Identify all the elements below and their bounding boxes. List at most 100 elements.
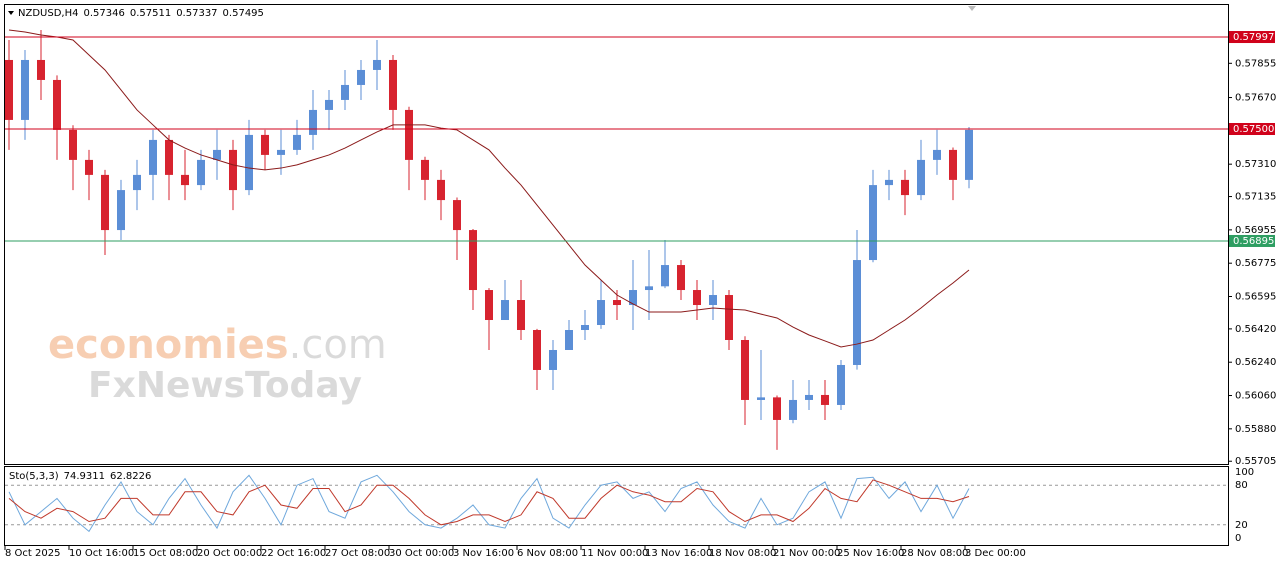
y-tick-label: 0.57670: [1235, 93, 1276, 104]
candle-body: [869, 185, 877, 261]
candle-body: [757, 397, 765, 400]
level-label: 0.56895: [1233, 236, 1274, 247]
candle-body: [837, 364, 845, 405]
y-tick-label: 0.55880: [1235, 424, 1276, 435]
y-tick-label: 0.56060: [1235, 391, 1276, 402]
x-tick-label: 22 Oct 16:00: [261, 548, 326, 559]
y-tick-label: 0.56955: [1235, 225, 1276, 236]
candle-body: [565, 330, 573, 350]
symbol: NZDUSD,H4: [18, 8, 78, 19]
x-tick-label: 28 Nov 08:00: [901, 548, 968, 559]
x-tick-label: 6 Nov 08:00: [517, 548, 578, 559]
candle-body: [933, 149, 941, 160]
candle-body: [5, 59, 13, 120]
candle-body: [277, 149, 285, 155]
candle-body: [341, 84, 349, 100]
candle-body: [613, 300, 621, 306]
candle-body: [693, 290, 701, 306]
level-label: 0.57997: [1233, 32, 1274, 43]
candle-body: [69, 129, 77, 160]
x-tick-label: 8 Oct 2025: [5, 548, 60, 559]
level-label: 0.57500: [1233, 124, 1274, 135]
stoch-d-value: 62.8226: [110, 471, 151, 482]
candle-body: [597, 300, 605, 326]
candle-body: [389, 59, 397, 110]
candle-body: [885, 179, 893, 186]
candle-body: [229, 149, 237, 191]
x-tick-label: 11 Nov 00:00: [581, 548, 648, 559]
candle-body: [517, 300, 525, 331]
watermark-brand: economies.com: [48, 322, 387, 368]
candle-body: [85, 159, 93, 175]
y-tick-label: 0.56775: [1235, 258, 1276, 269]
quote-high: 0.57511: [130, 8, 171, 19]
candle-body: [293, 134, 301, 150]
candle-body: [213, 149, 221, 160]
candle-body: [453, 200, 461, 231]
stoch-tick-label: 20: [1235, 520, 1248, 531]
x-tick-label: 30 Oct 00:00: [389, 548, 454, 559]
y-tick-label: 0.56595: [1235, 292, 1276, 303]
candle-body: [789, 399, 797, 420]
candle-body: [741, 339, 749, 400]
stoch-k: [8, 474, 970, 533]
watermark: economies.com FxNewsToday: [48, 322, 387, 406]
x-tick-label: 13 Nov 16:00: [645, 548, 712, 559]
level-tag: [1229, 234, 1275, 247]
x-tick-label: 10 Oct 16:00: [69, 548, 134, 559]
candle-body: [261, 134, 269, 155]
candle-body: [661, 265, 669, 287]
stoch-k-value: 74.9311: [64, 471, 105, 482]
main-panel: [4, 4, 1229, 465]
watermark-second: FxNewsToday: [88, 365, 362, 406]
quote-low: 0.57337: [176, 8, 217, 19]
candle-body: [901, 179, 909, 196]
x-tick-label: 20 Oct 00:00: [197, 548, 262, 559]
stoch-header: Sto(5,3,3) 74.9311 62.8226: [9, 471, 151, 482]
quote-open: 0.57346: [83, 8, 124, 19]
quote-close: 0.57495: [223, 8, 264, 19]
candle-body: [133, 174, 141, 191]
y-tick-label: 0.57135: [1235, 192, 1276, 203]
y-tick-label: 0.56420: [1235, 324, 1276, 335]
level-tag: [1229, 31, 1275, 44]
candle-body: [149, 139, 157, 175]
menu-arrow[interactable]: [8, 11, 14, 15]
candle-body: [357, 69, 365, 85]
candle-body: [549, 349, 557, 370]
watermark-suffix: .com: [289, 322, 387, 368]
candle-body: [165, 139, 173, 175]
stoch-tick-label: 100: [1235, 467, 1254, 478]
candle-body: [405, 109, 413, 160]
y-tick-label: 0.57310: [1235, 159, 1276, 170]
x-tick-label: 18 Nov 08:00: [709, 548, 776, 559]
candle-body: [101, 174, 109, 231]
candle-body: [373, 59, 381, 70]
candle-body: [629, 290, 637, 306]
x-tick-label: 3 Dec 00:00: [965, 548, 1026, 559]
y-tick-label: 0.56240: [1235, 357, 1276, 368]
candle-body: [581, 325, 589, 331]
x-tick-label: 15 Oct 08:00: [133, 548, 198, 559]
candle-body: [469, 230, 477, 291]
candle-body: [181, 174, 189, 186]
candle-body: [709, 295, 717, 306]
candle-body: [437, 179, 445, 201]
quote-header: NZDUSD,H4 0.57346 0.57511 0.57337 0.57495: [18, 8, 264, 19]
candle-body: [725, 295, 733, 340]
candle-body: [325, 99, 333, 110]
moving-average: [8, 29, 970, 348]
candle-body: [773, 397, 781, 420]
candle-body: [965, 129, 973, 180]
y-tick-label: 0.57855: [1235, 58, 1276, 69]
candle-body: [53, 79, 61, 130]
candle-body: [533, 330, 541, 370]
stoch-label: Sto(5,3,3): [9, 471, 59, 482]
candle-body: [21, 59, 29, 120]
candle-body: [645, 286, 653, 291]
watermark-brand-text: economies: [48, 322, 289, 368]
candle-body: [677, 265, 685, 291]
candle-body: [821, 394, 829, 405]
shift-marker: [968, 6, 976, 11]
